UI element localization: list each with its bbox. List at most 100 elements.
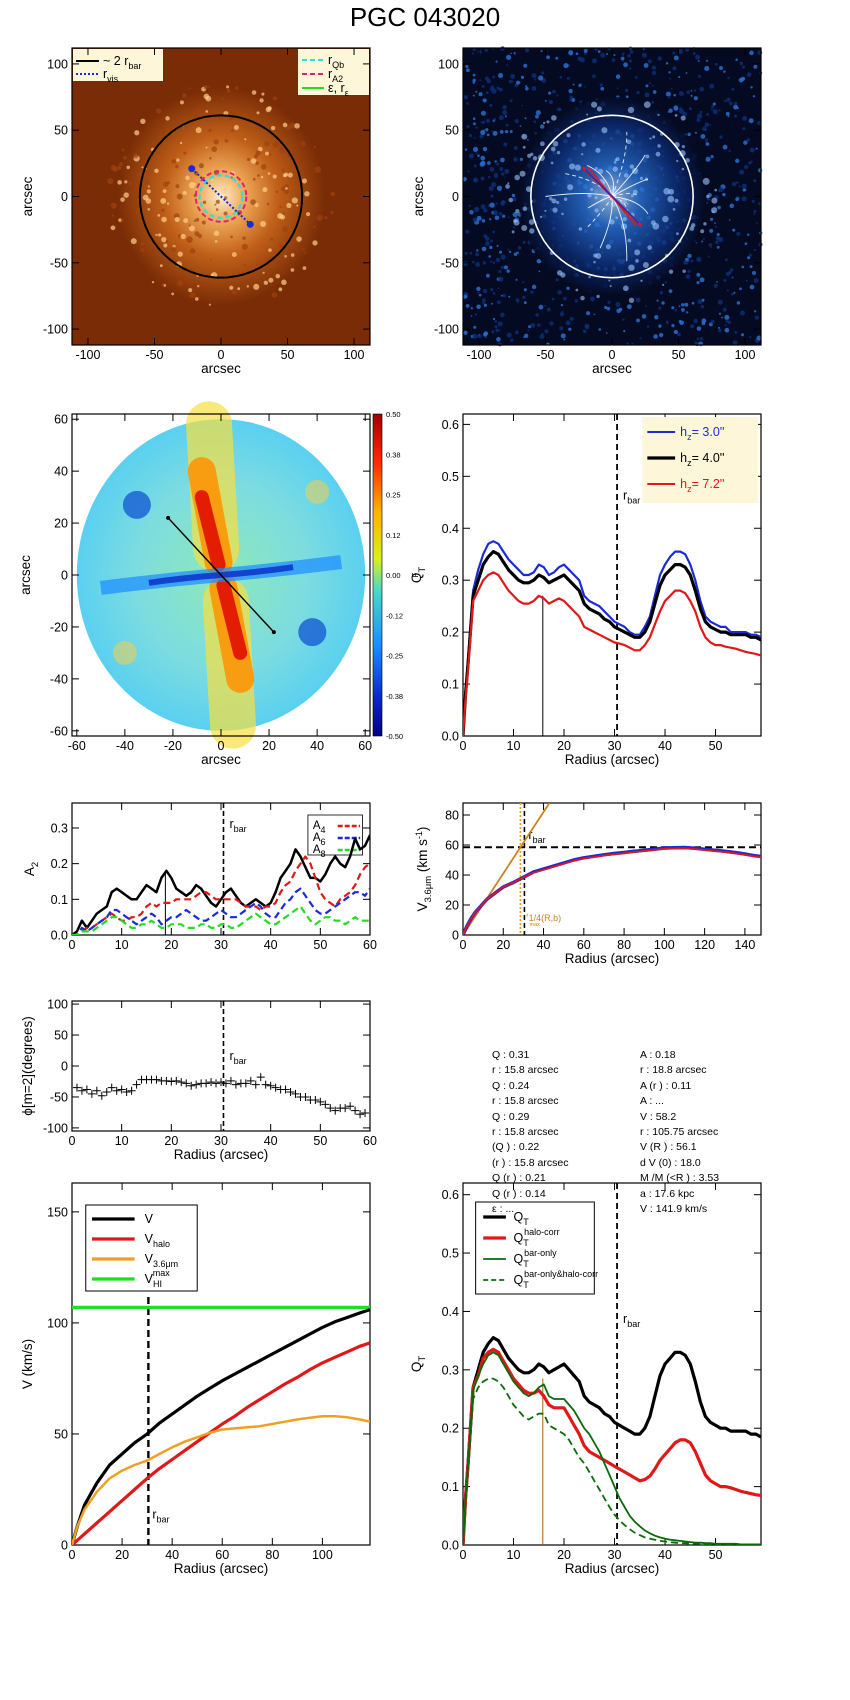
noise-pixel xyxy=(696,326,702,331)
emission-knot xyxy=(278,287,283,292)
noise-pixel xyxy=(592,58,598,64)
noise-pixel xyxy=(753,248,756,252)
noise-pixel xyxy=(736,301,741,305)
noise-pixel xyxy=(729,268,734,272)
noise-pixel xyxy=(483,331,489,336)
noise-pixel xyxy=(527,329,530,332)
emission-knot xyxy=(155,108,162,114)
emission-knot xyxy=(304,191,310,197)
img2-frame xyxy=(462,47,762,346)
noise-pixel xyxy=(728,219,731,221)
noise-pixel xyxy=(728,270,732,275)
img1-axes: -100 -50 0 50 100 -100 -50 0 50 100 arcsec arcsec xyxy=(20,47,371,376)
noise-pixel xyxy=(548,91,552,95)
emission-knot xyxy=(609,285,612,288)
noise-pixel xyxy=(485,91,489,95)
emission-knot xyxy=(304,251,307,254)
noise-pixel xyxy=(496,244,499,247)
rc-lines xyxy=(463,803,761,935)
emission-knot xyxy=(594,167,598,171)
noise-pixel xyxy=(555,278,559,282)
bar-end-point xyxy=(166,515,171,520)
noise-pixel xyxy=(540,124,545,129)
noise-pixel xyxy=(525,85,528,88)
noise-pixel xyxy=(583,48,588,53)
emission-knot xyxy=(297,194,302,199)
noise-pixel xyxy=(690,89,693,92)
emission-knot xyxy=(163,243,168,248)
noise-pixel xyxy=(492,75,496,79)
emission-knot xyxy=(525,186,532,192)
noise-pixel xyxy=(755,147,758,150)
emission-knot xyxy=(209,258,213,261)
noise-pixel xyxy=(539,334,545,339)
noise-pixel xyxy=(465,64,469,69)
noise-pixel xyxy=(500,254,506,260)
noise-pixel xyxy=(486,78,492,84)
noise-pixel xyxy=(496,86,500,91)
noise-pixel xyxy=(495,60,498,63)
emission-knot xyxy=(330,191,336,197)
noise-pixel xyxy=(651,65,656,70)
noise-pixel xyxy=(673,55,679,61)
y-axis-label: A2 xyxy=(22,862,41,876)
emission-knot xyxy=(171,159,177,164)
noise-pixel xyxy=(481,120,486,124)
emission-knot xyxy=(203,93,210,100)
noise-pixel xyxy=(475,252,480,257)
emission-knot xyxy=(574,164,582,171)
r-quarter-label: max xyxy=(529,922,540,928)
noise-pixel xyxy=(536,258,542,264)
phase-point xyxy=(291,1089,300,1098)
noise-pixel xyxy=(635,297,641,303)
noise-pixel xyxy=(592,74,596,79)
emission-knot xyxy=(663,187,671,195)
noise-pixel xyxy=(718,109,721,112)
bar-line xyxy=(167,517,275,633)
emission-knot xyxy=(281,186,286,192)
y-tick-label: 100 xyxy=(47,1316,68,1330)
emission-knot xyxy=(202,200,207,205)
noise-pixel xyxy=(700,305,705,309)
noise-pixel xyxy=(724,327,730,333)
emission-knot xyxy=(596,106,602,112)
noise-pixel xyxy=(509,130,513,133)
emission-knot xyxy=(552,140,559,147)
emission-knot xyxy=(211,146,218,152)
noise-pixel xyxy=(492,261,496,265)
x-tick-label: 100 xyxy=(735,348,756,362)
inner-slope-line xyxy=(463,803,551,935)
noise-pixel xyxy=(525,86,529,91)
emission-knot xyxy=(522,145,526,149)
noise-pixel xyxy=(737,107,740,110)
emission-knot xyxy=(210,179,214,182)
noise-pixel xyxy=(739,287,742,291)
noise-pixel xyxy=(742,115,747,121)
force-contour xyxy=(611,196,649,215)
emission-knot xyxy=(208,303,211,306)
noise-pixel xyxy=(531,73,537,79)
noise-pixel xyxy=(705,59,709,62)
noise-pixel xyxy=(744,164,749,169)
noise-pixel xyxy=(731,276,734,279)
parameter-line: V : 141.9 km/s xyxy=(640,1202,708,1215)
y-tick-label: 0.6 xyxy=(442,1188,459,1202)
legend-label: hz= 3.0'' xyxy=(680,425,724,442)
noise-pixel xyxy=(695,54,701,60)
noise-pixel xyxy=(725,111,730,116)
noise-pixel xyxy=(577,56,582,62)
noise-pixel xyxy=(718,326,721,329)
colorbar-tick-label: 0.25 xyxy=(386,491,401,500)
emission-knot xyxy=(268,123,272,126)
emission-knot xyxy=(268,153,272,156)
emission-knot xyxy=(195,127,202,134)
noise-pixel xyxy=(718,236,724,243)
emission-knot xyxy=(246,157,251,162)
phase-point xyxy=(152,1075,161,1084)
noise-pixel xyxy=(668,289,673,294)
emission-knot xyxy=(539,215,543,219)
noise-pixel xyxy=(716,232,720,237)
emission-knot xyxy=(226,85,230,89)
noise-pixel xyxy=(497,321,503,327)
emission-knot xyxy=(193,182,196,186)
